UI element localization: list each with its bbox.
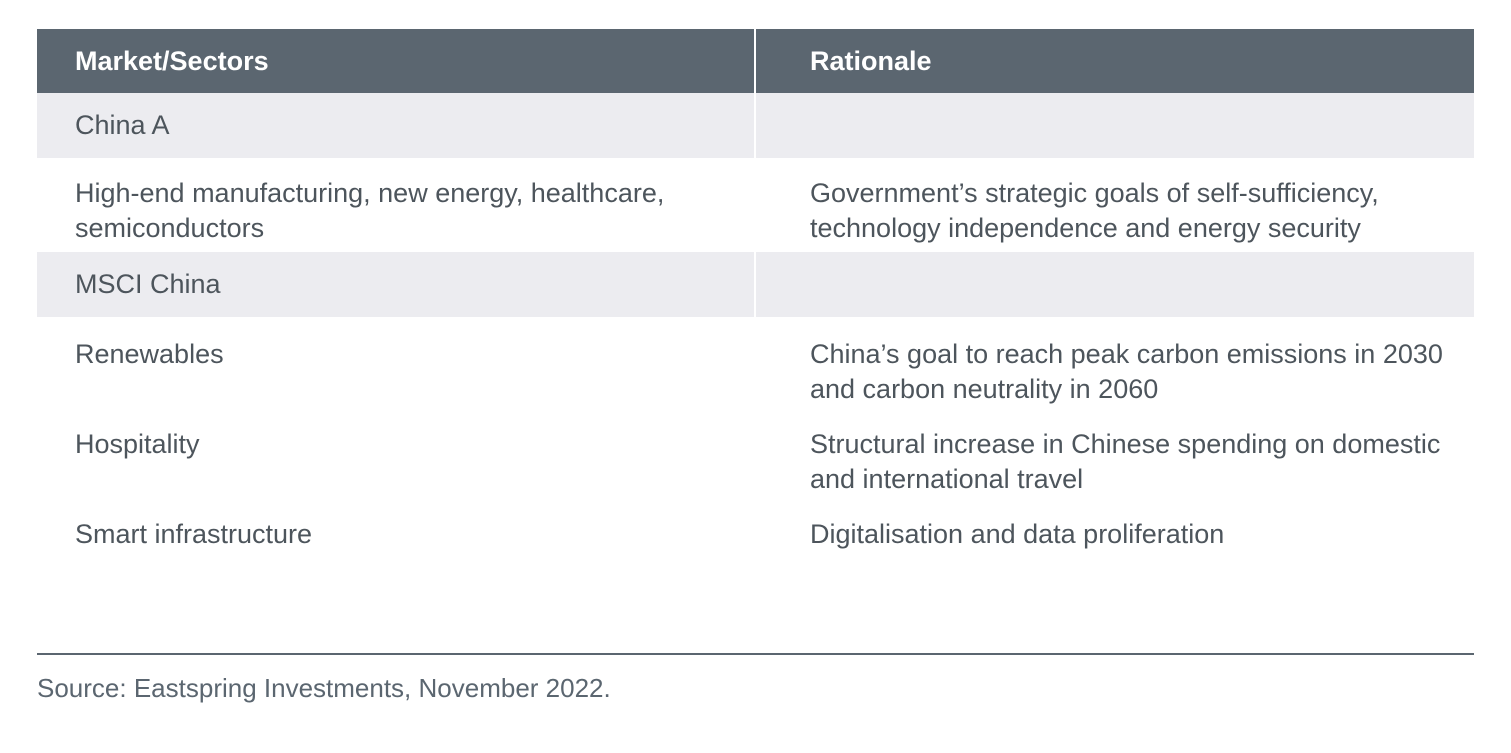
footer-divider: [37, 653, 1474, 655]
sectors-table: Market/Sectors Rationale China A High-en…: [37, 29, 1474, 572]
group-row-msci-china: MSCI China: [37, 252, 1474, 317]
group-empty-cell: [754, 252, 1474, 317]
sector-cell: High-end manufacturing, new energy, heal…: [75, 178, 665, 243]
sector-cell: Hospitality: [75, 429, 200, 459]
rationale-cell: Structural increase in Chinese spending …: [810, 429, 1441, 494]
rationale-cell: Digitalisation and data proliferation: [810, 519, 1225, 549]
table-row: Smart infrastructure Digitalisation and …: [37, 497, 1474, 572]
header-market-sectors: Market/Sectors: [37, 29, 755, 93]
table-row: Renewables China’s goal to reach peak ca…: [37, 317, 1474, 407]
table-row: Hospitality Structural increase in Chine…: [37, 407, 1474, 497]
table-header: Market/Sectors Rationale: [37, 29, 1474, 93]
rationale-cell: Government’s strategic goals of self-suf…: [810, 178, 1379, 243]
rationale-cell: China’s goal to reach peak carbon emissi…: [810, 339, 1443, 404]
table-body: China A High-end manufacturing, new ener…: [37, 93, 1474, 572]
group-row-china-a: China A: [37, 93, 1474, 158]
sector-cell: Smart infrastructure: [75, 519, 313, 549]
group-empty-cell: [754, 93, 1474, 158]
table-row: High-end manufacturing, new energy, heal…: [37, 158, 1474, 252]
sectors-table-container: Market/Sectors Rationale China A High-en…: [37, 29, 1474, 572]
group-label: MSCI China: [37, 252, 755, 317]
source-note: Source: Eastspring Investments, November…: [37, 673, 611, 703]
header-row: Market/Sectors Rationale: [37, 29, 1474, 93]
sector-cell: Renewables: [75, 339, 224, 369]
group-label: China A: [37, 93, 755, 158]
header-rationale: Rationale: [754, 29, 1474, 93]
